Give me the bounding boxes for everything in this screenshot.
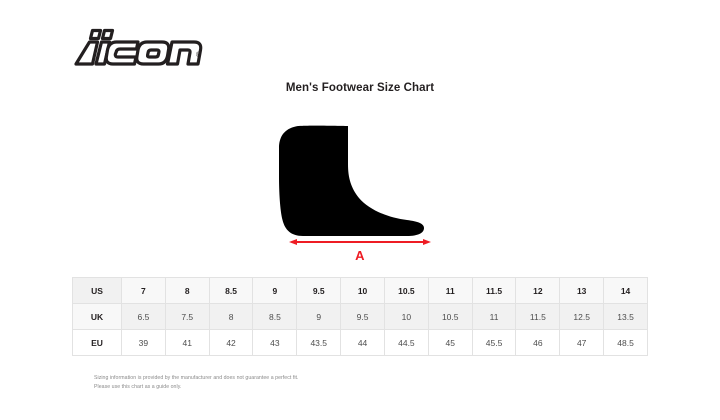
cell-eu-1: 41 xyxy=(164,329,210,356)
cell-uk-11: 13.5 xyxy=(603,303,648,330)
sock-foot-silhouette-icon xyxy=(279,125,424,236)
cell-uk-10: 12.5 xyxy=(559,303,605,330)
cell-us-4: 9.5 xyxy=(296,277,342,304)
cell-eu-0: 39 xyxy=(121,329,166,356)
cell-us-1: 8 xyxy=(164,277,210,304)
cell-uk-3: 8.5 xyxy=(252,303,298,330)
cell-uk-0: 6.5 xyxy=(121,303,166,330)
cell-eu-5: 44 xyxy=(340,329,385,356)
table-row-uk: UK 6.5 7.5 8 8.5 9 9.5 10 10.5 11 11.5 1… xyxy=(72,303,648,330)
disclaimer-note: Sizing information is provided by the ma… xyxy=(94,374,299,392)
cell-uk-6: 10 xyxy=(383,303,429,330)
table-row-us: US 7 8 8.5 9 9.5 10 10.5 11 11.5 12 13 1… xyxy=(72,277,648,304)
cell-uk-9: 11.5 xyxy=(515,303,561,330)
cell-us-7: 11 xyxy=(427,277,473,304)
cell-eu-3: 43 xyxy=(252,329,298,356)
cell-uk-2: 8 xyxy=(208,303,254,330)
footwear-measurement-illustration: A xyxy=(255,118,465,263)
cell-eu-7: 45 xyxy=(427,329,473,356)
cell-us-5: 10 xyxy=(340,277,385,304)
size-chart-table: US 7 8 8.5 9 9.5 10 10.5 11 11.5 12 13 1… xyxy=(72,277,648,356)
cell-us-6: 10.5 xyxy=(383,277,429,304)
table-row-eu: EU 39 41 42 43 43.5 44 44.5 45 45.5 46 4… xyxy=(72,329,648,356)
dimension-label-a: A xyxy=(355,248,365,263)
cell-eu-9: 46 xyxy=(515,329,561,356)
cell-uk-8: 11 xyxy=(471,303,517,330)
cell-eu-4: 43.5 xyxy=(296,329,342,356)
cell-eu-8: 45.5 xyxy=(471,329,517,356)
disclaimer-line-2: Please use this chart as a guide only. xyxy=(94,384,182,390)
cell-us-3: 9 xyxy=(252,277,298,304)
cell-uk-7: 10.5 xyxy=(427,303,473,330)
cell-uk-4: 9 xyxy=(296,303,342,330)
page-title: Men's Footwear Size Chart xyxy=(285,82,435,94)
row-label-uk: UK xyxy=(72,303,122,330)
row-label-us: US xyxy=(72,277,122,304)
cell-uk-5: 9.5 xyxy=(340,303,385,330)
cell-us-0: 7 xyxy=(121,277,166,304)
cell-uk-1: 7.5 xyxy=(164,303,210,330)
cell-eu-6: 44.5 xyxy=(383,329,429,356)
disclaimer-line-1: Sizing information is provided by the ma… xyxy=(94,375,299,381)
cell-us-2: 8.5 xyxy=(208,277,254,304)
row-label-eu: EU xyxy=(72,329,122,356)
cell-us-11: 14 xyxy=(603,277,648,304)
brand-logo xyxy=(70,26,210,70)
cell-us-10: 13 xyxy=(559,277,605,304)
cell-eu-11: 48.5 xyxy=(603,329,648,356)
icon-wordmark-icon xyxy=(74,28,203,66)
measurement-arrow-icon xyxy=(289,239,431,245)
cell-us-8: 11.5 xyxy=(471,277,517,304)
cell-eu-2: 42 xyxy=(208,329,254,356)
cell-eu-10: 47 xyxy=(559,329,605,356)
registered-trademark-icon: ® xyxy=(196,52,202,59)
cell-us-9: 12 xyxy=(515,277,561,304)
